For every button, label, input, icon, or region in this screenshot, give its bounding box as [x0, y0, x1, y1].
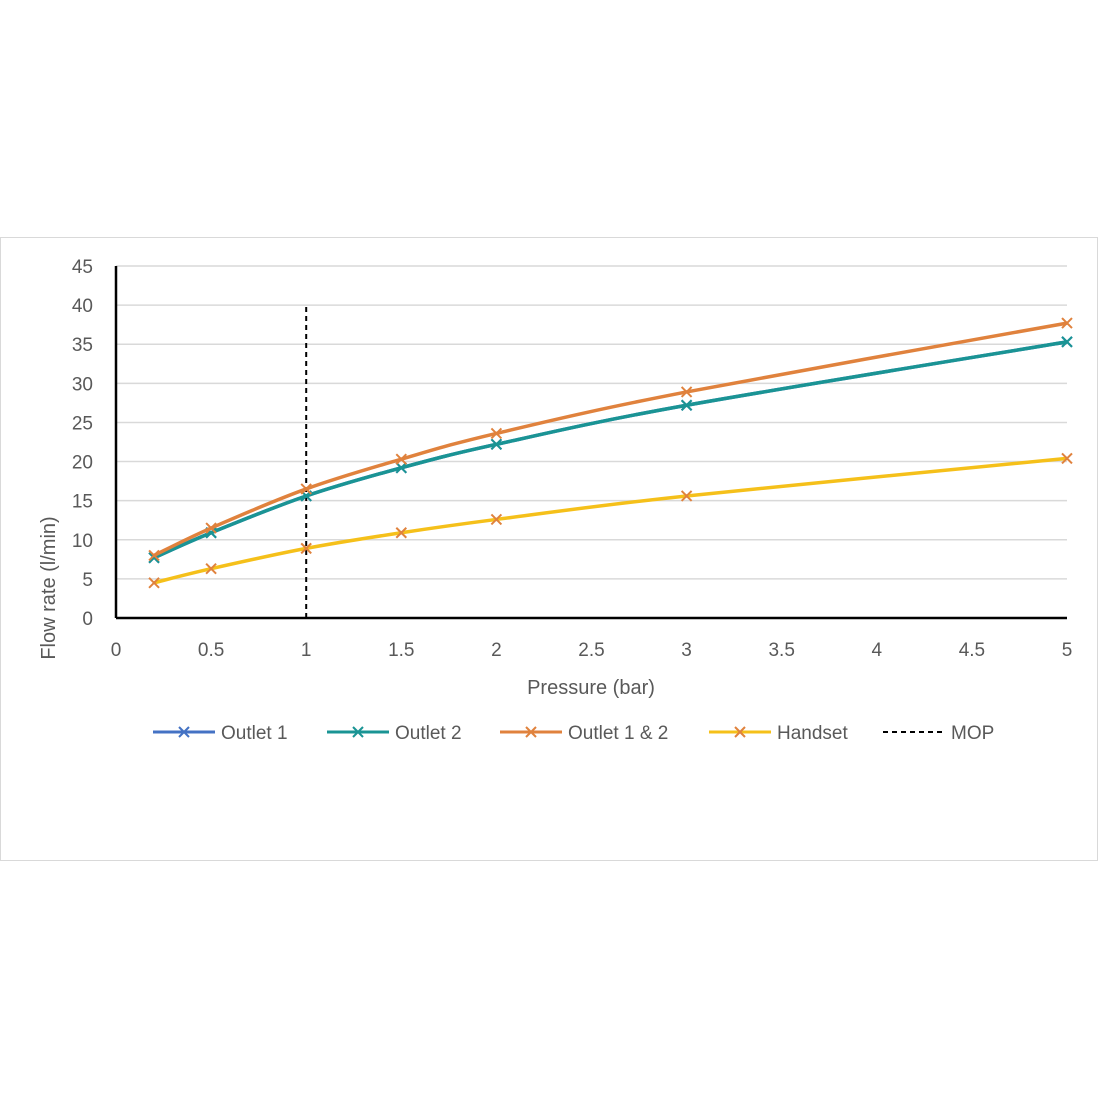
data-point-outlet-1-2 [300, 483, 312, 495]
y-tick-label: 40 [72, 296, 93, 317]
data-point-handset [1061, 452, 1073, 465]
y-tick-label: 0 [82, 609, 93, 630]
y-tick-label: 35 [72, 335, 93, 356]
data-point-outlet-1-2 [395, 453, 408, 465]
x-tick-label: 1.5 [388, 640, 414, 661]
legend-label: Handset [777, 723, 848, 744]
data-point-outlet-2 [1061, 336, 1073, 348]
x-tick-label: 3.5 [768, 640, 794, 661]
x-tick-label: 5 [1062, 640, 1073, 661]
data-point-handset [205, 563, 217, 575]
legend-item-mop: MOP [883, 723, 994, 744]
tick-labels: 0 5 10 15 20 25 30 35 40 45 0 0.5 1 1.5 2 2.5 3 3.5 4 4.5 5 [72, 257, 1072, 661]
series-line-outlet-1 [153, 340, 1068, 560]
legend-label: Outlet 1 & 2 [568, 723, 668, 744]
data-point-outlet-2 [395, 462, 408, 474]
series-line-outlet-2 [153, 340, 1068, 560]
legend-marker [525, 726, 537, 738]
x-tick-label: 2.5 [578, 640, 604, 661]
x-tick-label: 2 [491, 640, 502, 661]
x-tick-label: 0.5 [198, 640, 224, 661]
x-tick-label: 1 [301, 640, 312, 661]
data-point-handset [300, 542, 312, 555]
y-tick-label: 20 [72, 453, 93, 474]
legend-label: MOP [951, 723, 994, 744]
series-line-outlet-1-2 [153, 321, 1068, 557]
x-tick-label: 3 [681, 640, 692, 661]
x-tick-label: 4 [872, 640, 883, 661]
legend-item-handset: Handset [709, 723, 848, 744]
x-tick-label: 4.5 [959, 640, 985, 661]
data-point-outlet-1-2 [680, 386, 693, 398]
y-tick-label: 5 [82, 570, 93, 591]
data-point-outlet-1-2 [1061, 317, 1073, 329]
legend-marker [352, 726, 364, 738]
chart-frame: 0 5 10 15 20 25 30 35 40 45 0 0.5 1 1.5 2 2.5 3 3.5 4 4.5 5 … [0, 237, 1098, 861]
legend-label: Outlet 1 [221, 723, 288, 744]
legend-item-outlet-1-2: Outlet 1 & 2 [500, 723, 668, 744]
data-point-handset [490, 513, 503, 526]
y-tick-label: 25 [72, 413, 93, 434]
legend-marker [734, 726, 746, 738]
y-axis-title: Flow rate (l/min) [38, 516, 60, 659]
y-tick-label: 45 [72, 257, 93, 278]
x-axis-title: Pressure (bar) [527, 677, 655, 699]
data-point-outlet-1-2 [490, 427, 503, 440]
series-lines [148, 317, 1073, 589]
series-line-handset [153, 456, 1068, 585]
legend: Outlet 1 Outlet 2 Outlet 1 & 2 Handset MOP [153, 723, 994, 744]
y-tick-label: 10 [72, 531, 93, 552]
legend-item-outlet-2: Outlet 2 [327, 723, 462, 744]
data-point-handset [680, 490, 693, 502]
data-point-outlet-2 [680, 399, 693, 411]
data-point-handset [148, 577, 160, 589]
data-point-outlet-1-2 [148, 549, 160, 562]
y-tick-label: 15 [72, 492, 93, 513]
data-point-handset [395, 527, 408, 539]
y-tick-label: 30 [72, 374, 93, 395]
x-tick-label: 0 [111, 640, 122, 661]
data-point-outlet-2 [490, 438, 503, 451]
legend-marker [178, 726, 190, 738]
legend-item-outlet-1: Outlet 1 [153, 723, 288, 744]
data-point-outlet-1-2 [205, 522, 217, 534]
legend-label: Outlet 2 [395, 723, 462, 744]
axes [114, 266, 1067, 620]
